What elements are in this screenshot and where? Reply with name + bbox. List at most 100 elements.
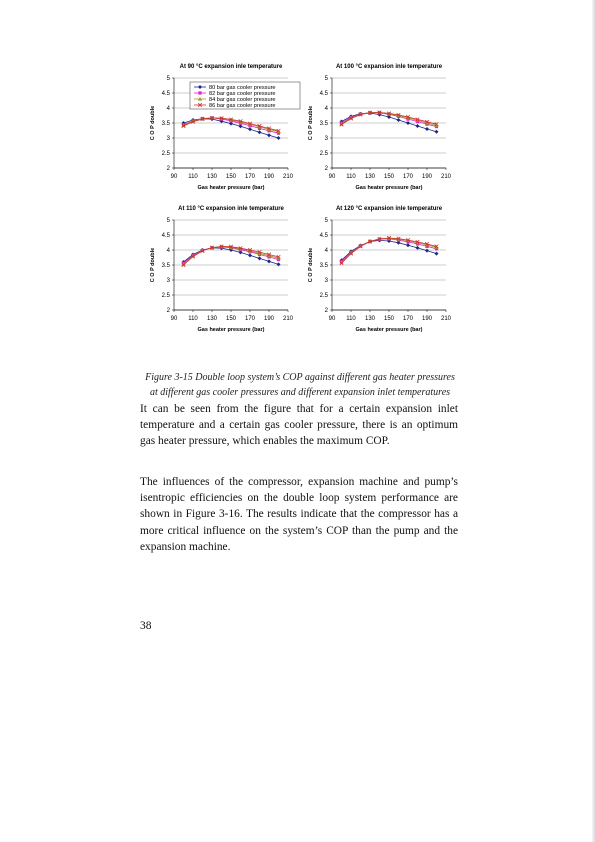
data-point: [266, 126, 272, 131]
legend-entry: 84 bar gas cooler pressure: [209, 97, 276, 103]
data-point: [248, 127, 252, 132]
data-point: [424, 241, 430, 247]
legend-swatch-marker: [197, 102, 203, 108]
data-point: [228, 117, 234, 122]
series-86-bar: [339, 110, 439, 127]
data-point: [238, 120, 243, 124]
y-axis-title: C O P double: [150, 106, 156, 140]
data-point: [339, 122, 344, 127]
data-point: [276, 254, 281, 259]
y-tick-label: 2: [325, 308, 329, 314]
chart-90c: At 90 °C expansion inle temperature 2 2.5 3…: [138, 58, 301, 196]
data-point: [200, 248, 205, 253]
y-tick-label: 3: [325, 278, 329, 284]
data-point: [257, 251, 262, 255]
paragraph-2: The influences of the compressor, expans…: [140, 476, 458, 553]
x-tick-label: 210: [283, 174, 294, 180]
data-point: [181, 262, 186, 266]
x-tick-label: 90: [329, 174, 336, 180]
y-tick-label: 2: [167, 166, 171, 172]
data-point: [349, 251, 353, 255]
data-point: [425, 127, 429, 131]
figure-caption: Figure 3-15 Double loop system’s COP aga…: [140, 370, 460, 400]
data-point: [396, 112, 401, 117]
data-point: [238, 119, 243, 124]
chart-100c: At 100 °C expansion inle temperature 2 2.5…: [296, 58, 456, 196]
y-tick-label: 3.5: [162, 121, 171, 127]
x-tick-label: 110: [188, 174, 198, 180]
y-tick-label: 5: [167, 76, 171, 82]
data-point: [425, 248, 429, 253]
data-point: [387, 115, 391, 119]
x-tick-label: 170: [403, 316, 414, 322]
y-tick-label: 2.5: [162, 151, 171, 157]
data-point: [219, 244, 224, 249]
y-tick-label: 5: [167, 218, 171, 224]
y-tick-label: 4: [167, 106, 171, 112]
x-tick-label: 110: [346, 174, 356, 180]
x-axis-title: Gas heater pressure (bar): [198, 327, 265, 333]
y-tick-label: 4.5: [320, 91, 329, 97]
y-axis-title: C O P double: [150, 248, 156, 282]
x-tick-label: 170: [403, 174, 414, 180]
data-point: [191, 254, 195, 258]
x-tick-label: 130: [207, 316, 218, 322]
data-point: [248, 122, 252, 127]
data-point: [200, 117, 205, 122]
data-point: [181, 262, 186, 268]
y-tick-label: 3: [325, 136, 329, 142]
x-axis-title: Gas heater pressure (bar): [356, 185, 423, 191]
caption-line-1: Figure 3-15 Double loop system’s COP aga…: [145, 372, 455, 383]
data-point: [434, 122, 439, 127]
x-tick-label: 190: [422, 316, 433, 322]
x-tick-label: 110: [188, 316, 198, 322]
x-tick-label: 190: [264, 174, 275, 180]
data-point: [257, 130, 262, 135]
legend-swatch-marker: [198, 85, 202, 89]
data-point: [229, 121, 233, 126]
data-point: [348, 251, 354, 256]
caption-line-2: at different gas cooler pressures and di…: [149, 387, 451, 398]
series-86-bar: [339, 235, 439, 266]
data-point: [209, 245, 215, 250]
y-axis-title: C O P double: [308, 248, 314, 282]
chart-svg: At 120 °C expansion inle temperature 2 2.5…: [308, 206, 452, 333]
data-point: [377, 236, 382, 241]
x-tick-label: 150: [384, 316, 395, 322]
data-point: [406, 115, 410, 120]
paragraph-1: It can be seen from the figure that for …: [140, 403, 458, 448]
data-point: [181, 123, 186, 127]
x-tick-label: 210: [441, 316, 452, 322]
x-tick-label: 130: [365, 316, 376, 322]
legend-entry: 80 bar gas cooler pressure: [209, 85, 276, 91]
data-point: [415, 245, 420, 250]
y-tick-label: 4: [325, 106, 329, 112]
data-point: [276, 262, 281, 267]
data-point: [267, 259, 271, 264]
data-point: [405, 238, 411, 243]
data-point: [266, 252, 272, 257]
x-axis-title: Gas heater pressure (bar): [198, 185, 265, 191]
data-point: [238, 250, 243, 255]
data-point: [238, 246, 243, 251]
data-point: [406, 243, 410, 248]
x-tick-label: 90: [171, 174, 178, 180]
legend-entry: 86 bar gas cooler pressure: [209, 103, 276, 109]
y-tick-label: 5: [325, 76, 329, 82]
x-tick-label: 150: [226, 316, 237, 322]
data-point: [267, 253, 271, 258]
y-tick-label: 4.5: [320, 233, 329, 239]
data-point: [181, 123, 186, 129]
y-tick-label: 4.5: [162, 233, 171, 239]
data-point: [228, 244, 234, 249]
chart-120c: At 120 °C expansion inle temperature 2 2.5…: [296, 200, 456, 338]
data-point: [257, 123, 262, 129]
data-point: [257, 256, 262, 261]
data-point: [276, 129, 281, 134]
data-point: [267, 133, 271, 138]
series-84-bar: [181, 244, 281, 266]
data-point: [348, 116, 354, 121]
legend-box: [189, 81, 301, 110]
y-tick-label: 2.5: [320, 151, 329, 157]
x-tick-label: 90: [329, 316, 336, 322]
